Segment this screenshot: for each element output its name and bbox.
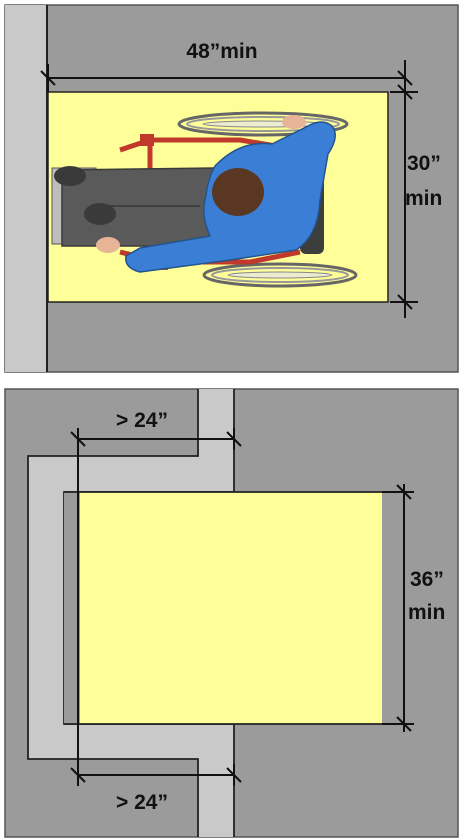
bottom-offset-dimension-line	[70, 724, 242, 786]
top-offset-dimension-label: > 24”	[116, 409, 168, 432]
wheelchair-user-figure	[51, 111, 358, 288]
hand-bottom	[96, 237, 120, 253]
depth-dimension-unit: min	[405, 187, 442, 210]
width-dimension-line	[40, 60, 413, 318]
top-offset-dimension-line	[70, 428, 242, 724]
hand-top	[282, 115, 306, 129]
width-dimension-label: 48”min	[186, 40, 257, 63]
depth-dimension-line	[390, 84, 418, 310]
wall-with-alcove	[28, 389, 234, 837]
alcove-floor-strip	[64, 492, 80, 724]
depth-dimension-unit: min	[408, 601, 445, 624]
bottom-offset-dimension-label: > 24”	[116, 791, 168, 814]
depth-dimension-value: 36”	[410, 568, 444, 591]
head-hair	[212, 168, 264, 216]
shoe-bottom	[84, 203, 116, 225]
clear-floor-space-svg: 48”min 30” min	[4, 4, 459, 373]
wall-strip	[5, 5, 47, 372]
alcove-diagram-svg: > 24” > 24” 36” min	[4, 388, 459, 838]
depth-dimension-value: 30”	[407, 152, 441, 175]
shoe-top	[54, 166, 86, 186]
clear-floor-space	[80, 492, 382, 724]
frame-caster-top	[140, 134, 154, 146]
wall-edge-outer	[27, 389, 199, 837]
clear-floor-space-diagram: 48”min 30” min	[0, 0, 465, 375]
wheel-bottom	[202, 262, 358, 288]
depth-dimension-line	[382, 484, 414, 732]
alcove-clear-space-diagram: > 24” > 24” 36” min	[0, 386, 465, 840]
